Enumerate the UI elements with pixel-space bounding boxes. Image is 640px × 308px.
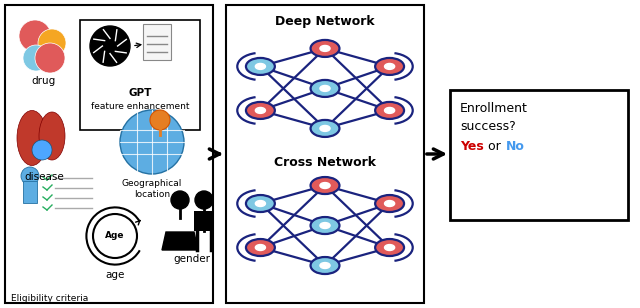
Ellipse shape (385, 201, 395, 206)
Ellipse shape (320, 85, 330, 91)
Text: gender: gender (173, 254, 211, 264)
Ellipse shape (246, 239, 275, 256)
Text: Eligibility criteria: Eligibility criteria (12, 294, 88, 303)
Text: age: age (106, 270, 125, 280)
Ellipse shape (255, 107, 266, 113)
Circle shape (93, 214, 137, 258)
Ellipse shape (255, 201, 266, 206)
Ellipse shape (255, 63, 266, 69)
Ellipse shape (310, 120, 339, 137)
Text: Cross Network: Cross Network (274, 156, 376, 169)
Circle shape (90, 26, 130, 66)
FancyBboxPatch shape (194, 211, 214, 231)
Ellipse shape (385, 63, 395, 69)
Ellipse shape (375, 195, 404, 212)
Ellipse shape (320, 223, 330, 229)
Text: Yes: Yes (460, 140, 484, 153)
Text: feature enhancement: feature enhancement (91, 102, 189, 111)
FancyBboxPatch shape (23, 181, 37, 203)
Ellipse shape (375, 239, 404, 256)
Circle shape (23, 45, 49, 71)
Circle shape (38, 29, 66, 57)
Text: disease: disease (24, 172, 64, 182)
Ellipse shape (320, 262, 330, 269)
Circle shape (120, 110, 184, 174)
Polygon shape (162, 232, 198, 250)
Ellipse shape (320, 46, 330, 51)
Ellipse shape (320, 183, 330, 188)
Ellipse shape (246, 58, 275, 75)
Ellipse shape (246, 102, 275, 119)
Circle shape (32, 140, 52, 160)
Text: or: or (484, 140, 505, 153)
Text: No: No (506, 140, 525, 153)
Ellipse shape (375, 58, 404, 75)
Ellipse shape (320, 125, 330, 132)
Ellipse shape (385, 245, 395, 250)
Circle shape (21, 167, 39, 185)
Ellipse shape (375, 102, 404, 119)
Circle shape (171, 191, 189, 209)
Circle shape (19, 20, 51, 52)
FancyBboxPatch shape (80, 20, 200, 130)
Ellipse shape (385, 107, 395, 113)
Ellipse shape (17, 111, 47, 165)
Circle shape (35, 43, 65, 73)
Text: Age: Age (105, 232, 125, 241)
Text: GPT: GPT (128, 88, 152, 98)
Ellipse shape (310, 80, 339, 97)
Circle shape (150, 110, 170, 130)
Ellipse shape (310, 217, 339, 234)
Text: Enrollment: Enrollment (460, 102, 528, 115)
Ellipse shape (246, 195, 275, 212)
Text: drug: drug (32, 76, 56, 86)
FancyBboxPatch shape (5, 5, 213, 303)
FancyBboxPatch shape (450, 90, 628, 220)
Ellipse shape (310, 40, 339, 57)
Text: Deep Network: Deep Network (275, 15, 375, 28)
Text: Geographical
location: Geographical location (122, 179, 182, 199)
Ellipse shape (255, 245, 266, 250)
Ellipse shape (310, 257, 339, 274)
FancyBboxPatch shape (226, 5, 424, 303)
Text: success?: success? (460, 120, 516, 133)
Ellipse shape (310, 177, 339, 194)
Ellipse shape (39, 112, 65, 160)
FancyBboxPatch shape (143, 24, 171, 60)
Circle shape (195, 191, 213, 209)
